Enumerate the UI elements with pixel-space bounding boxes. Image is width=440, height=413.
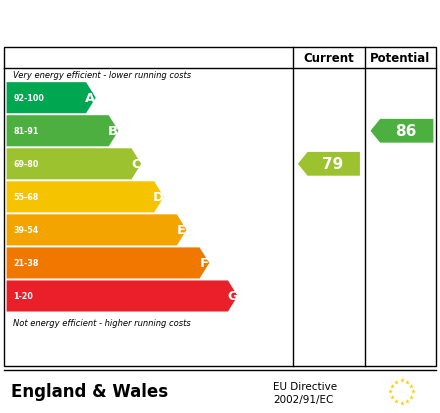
Text: G: G (227, 290, 238, 303)
Polygon shape (7, 182, 164, 213)
Text: 69-80: 69-80 (13, 160, 39, 169)
Polygon shape (7, 149, 141, 180)
Text: 79: 79 (322, 157, 343, 172)
Text: B: B (108, 125, 118, 138)
Text: A: A (85, 92, 95, 105)
Text: C: C (131, 158, 141, 171)
Text: England & Wales: England & Wales (11, 382, 168, 400)
Text: Very energy efficient - lower running costs: Very energy efficient - lower running co… (13, 71, 191, 80)
Polygon shape (7, 248, 209, 279)
Text: F: F (199, 257, 209, 270)
Polygon shape (7, 116, 118, 147)
Text: EU Directive: EU Directive (273, 381, 337, 391)
Text: E: E (177, 224, 186, 237)
Text: 86: 86 (395, 124, 416, 139)
Text: 92-100: 92-100 (13, 94, 44, 103)
Polygon shape (298, 152, 360, 176)
Text: Current: Current (304, 52, 354, 65)
Text: Potential: Potential (370, 52, 430, 65)
Polygon shape (7, 281, 238, 312)
Text: Not energy efficient - higher running costs: Not energy efficient - higher running co… (13, 318, 191, 327)
Text: 21-38: 21-38 (13, 259, 39, 268)
Polygon shape (370, 120, 433, 143)
Text: 55-68: 55-68 (13, 193, 39, 202)
Text: 1-20: 1-20 (13, 292, 33, 301)
Text: 2002/91/EC: 2002/91/EC (273, 394, 333, 404)
Text: D: D (153, 191, 164, 204)
Text: Energy Efficiency Rating: Energy Efficiency Rating (11, 12, 299, 32)
Text: 39-54: 39-54 (13, 226, 38, 235)
Polygon shape (7, 83, 96, 114)
Polygon shape (7, 215, 187, 246)
Text: 81-91: 81-91 (13, 127, 39, 136)
